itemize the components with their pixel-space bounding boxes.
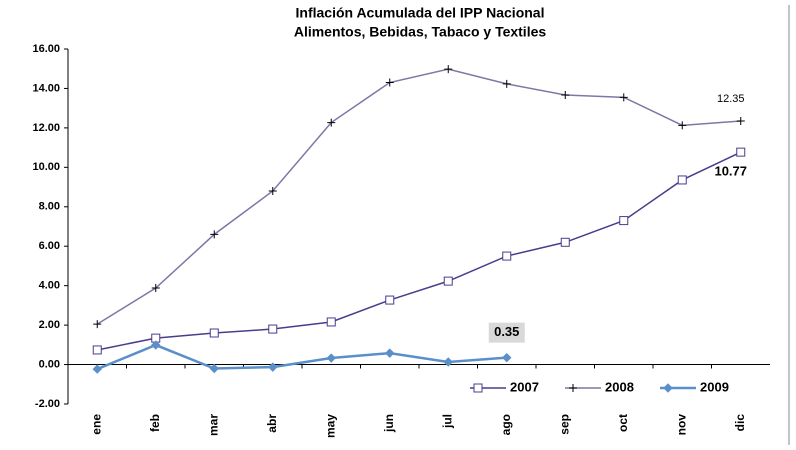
point: [502, 352, 512, 363]
series-line: [96, 343, 507, 371]
legend-label: 2009: [700, 379, 729, 394]
point: [268, 187, 277, 195]
point: [92, 364, 102, 374]
point: [443, 276, 453, 286]
y-tick-label: 2.00: [39, 319, 60, 331]
point: [210, 230, 219, 239]
x-tick-label: sep: [557, 414, 571, 435]
point: [443, 357, 453, 367]
point: [473, 383, 483, 393]
point: [209, 363, 219, 374]
x-tick-label: jun: [382, 414, 396, 433]
data-label: 10.77: [714, 164, 747, 179]
point: [569, 384, 577, 392]
point: [678, 121, 687, 130]
y-tick-label: 14.00: [32, 82, 60, 94]
point: [385, 295, 395, 305]
point: [736, 147, 746, 157]
chart-title: Inflación Acumulada del IPP Nacional: [296, 5, 545, 21]
point: [502, 251, 512, 261]
x-tick-label: may: [323, 414, 337, 438]
point: [93, 320, 102, 329]
y-tick-label: -2.00: [35, 398, 60, 410]
x-tick-label: mar: [206, 414, 220, 436]
point: [326, 317, 336, 327]
series-line: [97, 151, 742, 351]
point: [385, 348, 395, 358]
y-tick-label: 6.00: [39, 240, 60, 252]
point: [327, 118, 336, 127]
y-tick-label: 10.00: [32, 161, 60, 173]
y-tick-label: 4.00: [39, 280, 60, 292]
legend-label: 2008: [605, 379, 634, 394]
data-label: 0.35: [494, 324, 519, 339]
point: [209, 328, 219, 338]
y-tick-label: 16.00: [32, 43, 60, 55]
x-tick-label: jul: [440, 414, 454, 429]
data-label: 12.35: [717, 93, 745, 105]
point: [92, 345, 102, 355]
point: [561, 90, 570, 99]
point: [385, 78, 394, 87]
point: [619, 93, 628, 102]
x-tick-label: dic: [733, 414, 747, 432]
point: [502, 79, 511, 88]
y-tick-label: 12.00: [32, 122, 60, 134]
y-tick-label: 0.00: [39, 358, 60, 370]
x-tick-label: abr: [265, 414, 279, 433]
point: [268, 362, 278, 372]
legend: 2007 2008 2009: [470, 379, 729, 394]
y-tick-label: 8.00: [39, 201, 60, 213]
legend-label: 2007: [510, 379, 539, 394]
point: [326, 353, 336, 363]
x-tick-label: ago: [499, 414, 513, 435]
x-tick-label: ene: [89, 414, 103, 435]
point: [151, 340, 161, 350]
point: [736, 116, 745, 125]
point: [677, 175, 687, 185]
chart-subtitle: Alimentos, Bebidas, Tabaco y Textiles: [294, 24, 547, 40]
point: [560, 237, 570, 247]
point: [151, 284, 160, 293]
point: [619, 216, 629, 226]
x-tick-label: oct: [616, 414, 630, 432]
point: [444, 65, 453, 74]
series-line: [96, 68, 741, 325]
point: [268, 324, 278, 334]
data-label-box: [488, 322, 525, 343]
x-tick-label: nov: [674, 414, 688, 436]
x-tick-label: feb: [148, 414, 162, 432]
point: [663, 383, 673, 393]
